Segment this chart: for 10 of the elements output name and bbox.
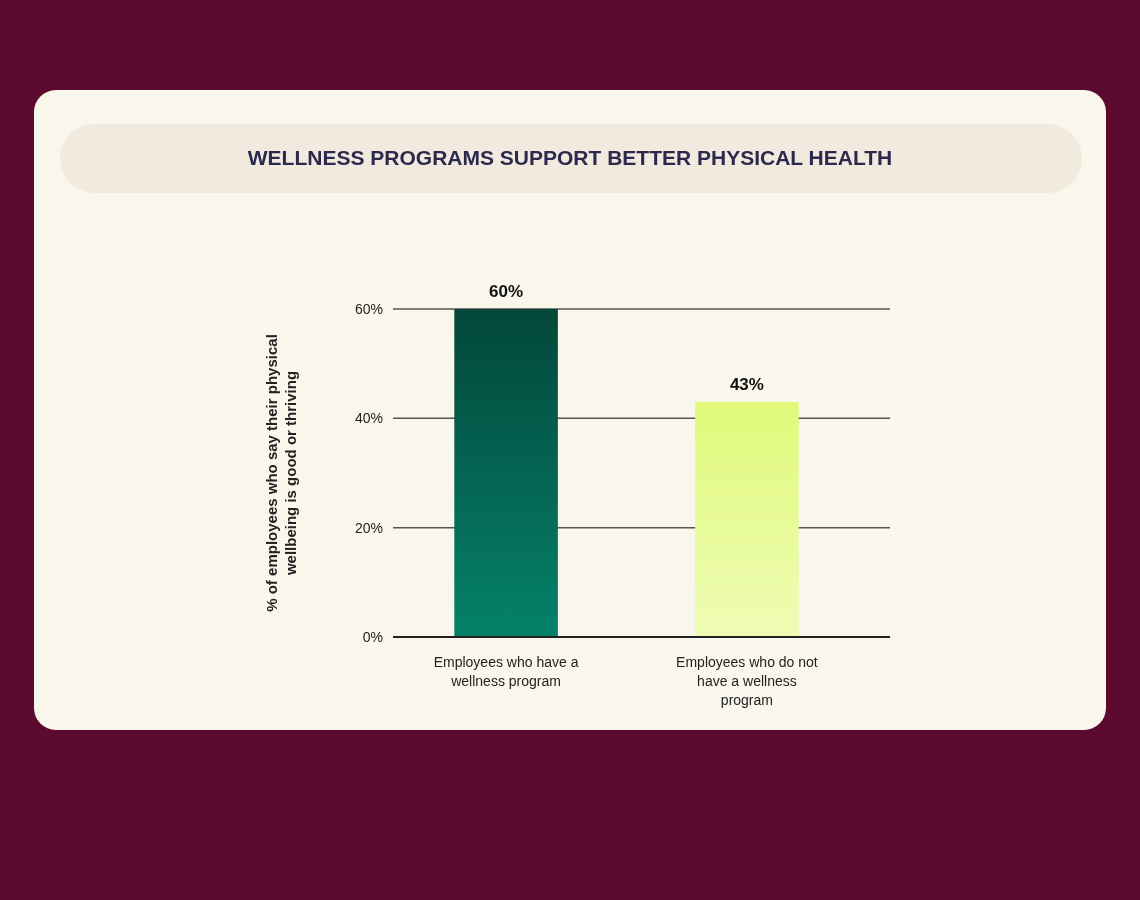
x-tick-label: Employees who do not have a wellness program bbox=[676, 654, 818, 708]
y-tick-label: 60% bbox=[354, 300, 383, 317]
chart-title: WELLNESS PROGRAMS SUPPORT BETTER PHYSICAL HEALTH bbox=[247, 146, 893, 169]
x-tick-label: Employees who have a wellness program bbox=[433, 654, 579, 689]
y-axis-title: % of employees who say their physical wellbeing is good or thriving bbox=[263, 334, 299, 612]
data-label: 60% bbox=[489, 282, 524, 301]
y-tick-label: 0% bbox=[362, 628, 383, 645]
y-tick-label: 20% bbox=[354, 519, 383, 536]
y-tick-label: 40% bbox=[354, 410, 383, 427]
data-label: 43% bbox=[729, 374, 764, 394]
